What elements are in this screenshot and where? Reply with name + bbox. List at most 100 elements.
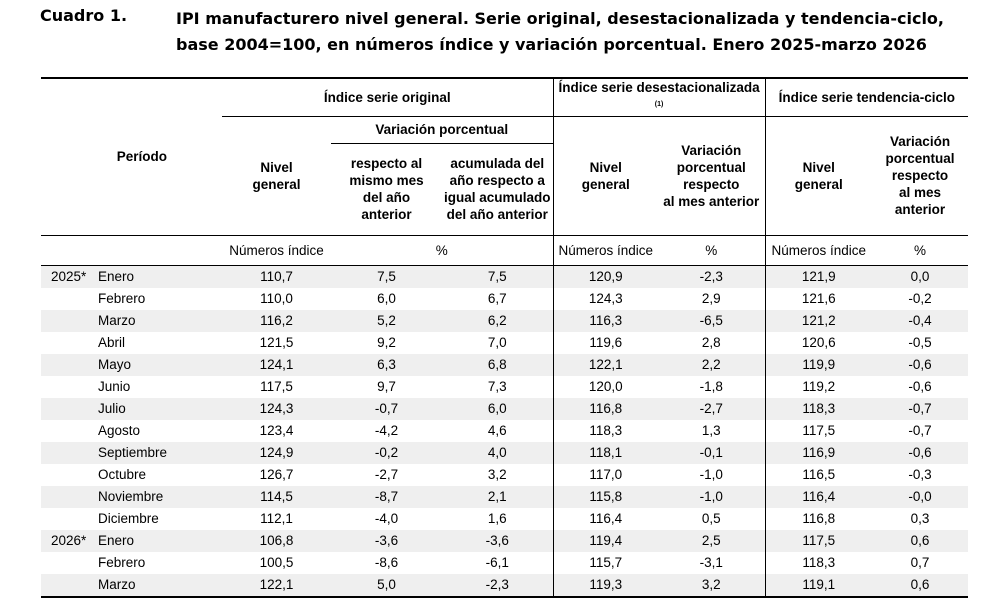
- value-var-mismo-mes: -8,6: [374, 554, 399, 570]
- value-nivel-original: 122,1: [222, 573, 332, 598]
- value-var-tendencia: 0,0: [872, 265, 969, 288]
- value-nivel-tendencia: 121,6: [764, 287, 873, 310]
- value-var-acumulada: 7,3: [487, 378, 507, 394]
- header-var-mismo-mes: respecto al mismo mes del año anterior: [349, 156, 424, 222]
- row-month: Febrero: [98, 290, 146, 306]
- value-var-acumulada: 6,7: [487, 290, 507, 306]
- value-nivel-desest: 116,3: [552, 309, 659, 332]
- table-row: Junio 117,5 9,7 7,3 120,0 -1,8 119,2 -0,6: [41, 375, 968, 398]
- value-nivel-original: 110,7: [222, 265, 332, 288]
- row-month: Diciembre: [98, 510, 159, 526]
- unit-percent: %: [658, 234, 766, 266]
- value-nivel-desest: 119,6: [552, 331, 659, 354]
- value-var-tendencia: 0,7: [910, 554, 930, 570]
- value-var-desest: -1,8: [699, 378, 723, 394]
- table-row: 2025* Enero 110,7 7,5 7,5 120,9 -2,3 121,9 0,0: [41, 265, 969, 288]
- value-var-desest: 3,2: [658, 573, 766, 598]
- value-nivel-original: 106,8: [222, 529, 332, 552]
- row-year: 2025*: [41, 265, 98, 288]
- value-var-tendencia: -0,4: [872, 309, 969, 332]
- unit-numeros-indice: Números índice: [222, 234, 332, 266]
- value-var-mismo-mes: -0,2: [331, 441, 443, 464]
- table-row: Noviembre 114,5 -8,7 2,1 115,8 -1,0 116,4 -0,0: [41, 485, 969, 508]
- value-nivel-tendencia: 119,9: [764, 353, 873, 376]
- value-nivel-original: 112,1: [260, 510, 293, 526]
- caption-line-2: base 2004=100, en números índice y varia…: [176, 35, 927, 54]
- table-row: Julio 124,3 -0,7 6,0 116,8 -2,7 118,3 -0,7: [41, 397, 969, 420]
- value-var-tendencia: -0,7: [908, 422, 932, 438]
- row-year: [41, 464, 98, 486]
- value-var-desest: -3,1: [699, 554, 723, 570]
- header-group-tendencia: Índice serie tendencia-ciclo: [764, 77, 969, 117]
- value-var-mismo-mes: 5,2: [331, 309, 443, 332]
- value-nivel-desest: 119,4: [552, 529, 659, 552]
- value-nivel-original: 116,2: [222, 309, 332, 332]
- value-var-acumulada: 6,0: [442, 397, 554, 420]
- table-row: Septiembre 124,9 -0,2 4,0 118,1 -0,1 116,9 -0,6: [41, 441, 969, 464]
- row-month: Noviembre: [98, 485, 223, 508]
- row-year: [41, 397, 98, 420]
- unit-numeros-indice: Números índice: [764, 234, 873, 266]
- value-var-acumulada: 3,2: [487, 466, 507, 482]
- row-month: Agosto: [98, 422, 141, 438]
- value-nivel-desest: 120,0: [552, 375, 659, 398]
- row-month: Marzo: [98, 573, 223, 598]
- value-nivel-original: 123,4: [259, 422, 294, 438]
- value-var-tendencia: -0,2: [908, 290, 932, 306]
- header-var-tendencia: Variación porcentual respecto al mes anterio…: [885, 134, 955, 217]
- row-year: [41, 508, 98, 530]
- value-nivel-desest: 116,8: [552, 397, 659, 420]
- ipi-table-container: Período Índice serie original Índice ser…: [41, 77, 969, 598]
- value-nivel-desest: 116,4: [552, 507, 659, 530]
- value-var-mismo-mes: 9,7: [377, 378, 396, 394]
- table-header: Período Índice serie original Índice ser…: [41, 77, 969, 235]
- value-nivel-tendencia: 117,5: [764, 529, 873, 552]
- table-row: Octubre 126,7 -2,7 3,2 117,0 -1,0 116,5 -0,3: [41, 463, 968, 486]
- value-nivel-original: 124,1: [222, 353, 332, 376]
- value-var-acumulada: -6,1: [485, 554, 509, 570]
- value-nivel-original: 124,3: [222, 397, 332, 420]
- units-row: Números índice % Números índice % Número…: [41, 234, 969, 266]
- value-nivel-tendencia: 116,9: [764, 441, 873, 464]
- header-nivel-original: Nivel general: [252, 159, 301, 192]
- value-var-mismo-mes: -8,7: [331, 485, 443, 508]
- header-group-desest: Índice serie desestacionalizada (1): [552, 77, 766, 117]
- row-month: Septiembre: [98, 441, 223, 464]
- row-month: Febrero: [98, 554, 146, 570]
- value-var-mismo-mes: 5,0: [331, 573, 443, 598]
- value-nivel-tendencia: 117,5: [764, 419, 873, 442]
- value-var-desest: -2,7: [658, 397, 766, 420]
- value-var-mismo-mes: 6,0: [377, 290, 396, 306]
- row-year: 2026*: [41, 529, 98, 552]
- row-month: Julio: [98, 397, 223, 420]
- ipi-table: Período Índice serie original Índice ser…: [41, 77, 969, 598]
- row-year: [41, 420, 98, 442]
- value-var-desest: -2,3: [658, 265, 766, 288]
- value-var-tendencia: -0,5: [908, 334, 932, 350]
- table-row: Diciembre 112,1 -4,0 1,6 116,4 0,5 116,8 0,3: [41, 507, 968, 530]
- value-var-desest: 2,9: [701, 290, 721, 306]
- value-nivel-tendencia: 116,4: [764, 485, 873, 508]
- value-nivel-tendencia: 121,9: [764, 265, 873, 288]
- value-var-desest: 1,3: [701, 422, 721, 438]
- row-month: Abril: [98, 334, 126, 350]
- value-nivel-desest: 115,8: [552, 485, 659, 508]
- value-nivel-tendencia: 119,2: [764, 375, 873, 398]
- table-row: Agosto 123,4 -4,2 4,6 118,3 1,3 117,5 -0,7: [41, 419, 968, 442]
- value-nivel-desest: 120,9: [552, 265, 659, 288]
- row-year: [41, 309, 98, 332]
- value-var-acumulada: 7,5: [442, 265, 554, 288]
- value-var-tendencia: 0,6: [872, 573, 969, 598]
- row-year: [41, 332, 98, 354]
- header-variacion-porcentual: Variación porcentual: [331, 116, 554, 144]
- row-year: [41, 573, 98, 598]
- value-var-mismo-mes: 9,2: [377, 334, 396, 350]
- value-var-tendencia: -0,7: [872, 397, 969, 420]
- value-var-acumulada: 2,1: [442, 485, 554, 508]
- value-var-acumulada: 6,2: [442, 309, 554, 332]
- value-var-mismo-mes: 7,5: [331, 265, 443, 288]
- value-nivel-original: 100,5: [259, 554, 294, 570]
- unit-numeros-indice: Números índice: [552, 234, 659, 266]
- value-var-tendencia: -0,3: [908, 466, 932, 482]
- value-var-tendencia: -0,0: [872, 485, 969, 508]
